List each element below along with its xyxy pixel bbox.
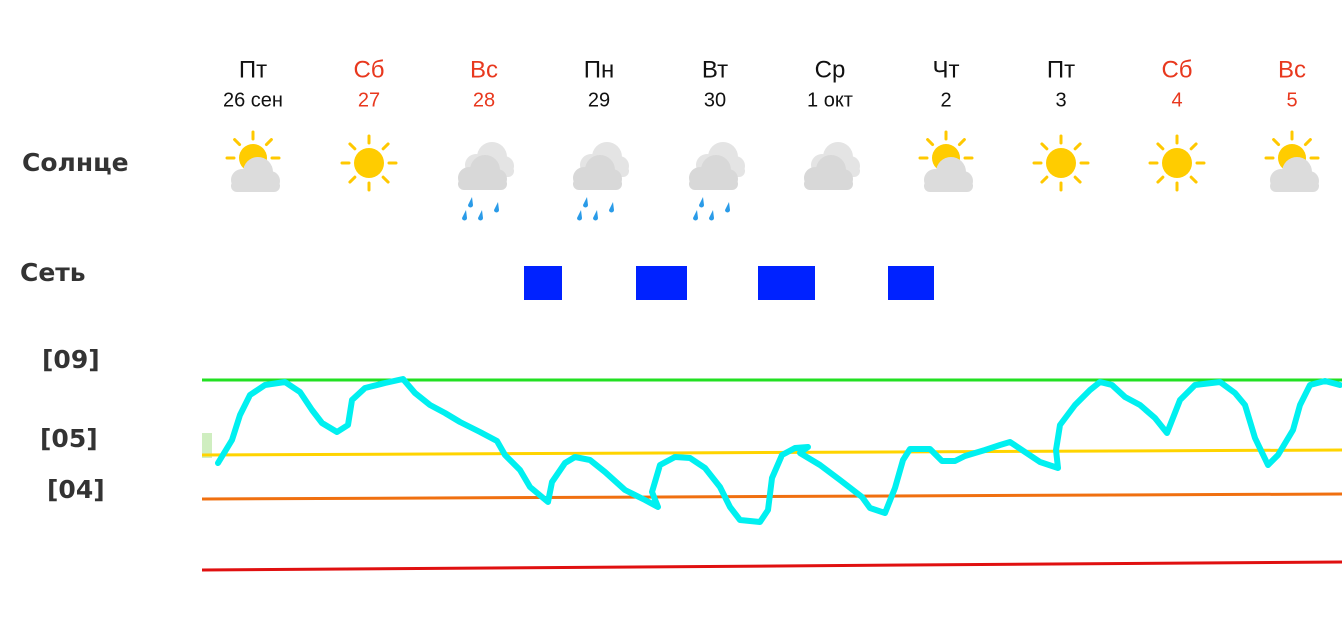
cloud-part bbox=[689, 178, 738, 190]
weather-icon bbox=[1264, 130, 1320, 192]
day: Вт 30 bbox=[689, 56, 745, 221]
weekday: Пт bbox=[1047, 56, 1075, 83]
trace bbox=[215, 376, 1342, 525]
date: 5 bbox=[1286, 89, 1297, 111]
cloud-part bbox=[231, 180, 280, 192]
date: 28 bbox=[473, 89, 495, 111]
cloud-part bbox=[1270, 180, 1319, 192]
row-label: Солнце bbox=[22, 148, 129, 177]
weekday: Сб bbox=[1161, 56, 1192, 83]
rain-drop bbox=[478, 210, 483, 221]
day: Сб 4 bbox=[1148, 56, 1206, 192]
weather-icon bbox=[458, 142, 514, 221]
date: 27 bbox=[358, 89, 380, 111]
sun-ray bbox=[1156, 142, 1165, 151]
block bbox=[524, 266, 562, 300]
cloud-part bbox=[458, 178, 507, 190]
sun-ray bbox=[348, 175, 357, 184]
cloud-part bbox=[573, 178, 622, 190]
rain-drop bbox=[583, 197, 588, 208]
rain-drop bbox=[577, 210, 582, 221]
rain-drop bbox=[699, 197, 704, 208]
date: 4 bbox=[1171, 89, 1182, 111]
sun-ray bbox=[1189, 142, 1198, 151]
row-label: Сеть bbox=[20, 258, 86, 287]
weather-icon bbox=[1148, 134, 1206, 192]
level-line bbox=[201, 560, 1342, 572]
day: Пн 29 bbox=[573, 56, 629, 221]
date: 29 bbox=[588, 89, 610, 111]
date: 1 окт bbox=[807, 89, 853, 111]
date: 30 bbox=[704, 89, 726, 111]
weekday: Вс bbox=[470, 56, 498, 83]
row-label: [04] bbox=[47, 475, 105, 504]
row-label: [09] bbox=[42, 345, 100, 374]
sun bbox=[1046, 148, 1076, 178]
rain-drop bbox=[462, 210, 467, 221]
block bbox=[758, 266, 815, 300]
sun-ray bbox=[1303, 138, 1312, 147]
level-line bbox=[201, 448, 1342, 457]
sun-ray bbox=[1040, 175, 1049, 184]
block bbox=[888, 266, 934, 300]
sun-ray bbox=[348, 142, 357, 151]
weather-icon bbox=[573, 142, 629, 221]
weekday: Вт bbox=[702, 56, 728, 83]
rain-drop bbox=[593, 210, 598, 221]
row-label: [05] bbox=[40, 424, 98, 453]
sun-ray bbox=[381, 175, 390, 184]
weekday: Пт bbox=[239, 56, 267, 83]
cloud-part bbox=[924, 180, 973, 192]
sun-ray bbox=[957, 138, 966, 147]
sun-ray bbox=[1272, 138, 1281, 147]
sun-ray bbox=[1189, 175, 1198, 184]
day: Ср 1 окт bbox=[804, 56, 860, 190]
rain-drop bbox=[693, 210, 698, 221]
weather-icon bbox=[340, 134, 398, 192]
sun bbox=[1162, 148, 1192, 178]
day: Чт 2 bbox=[918, 56, 974, 192]
weekday: Ср bbox=[815, 56, 846, 83]
rain-drop bbox=[468, 197, 473, 208]
rain-drop bbox=[709, 210, 714, 221]
rain-drop bbox=[494, 202, 499, 213]
sun-ray bbox=[264, 138, 273, 147]
weekday: Сб bbox=[353, 56, 384, 83]
date: 26 сен bbox=[223, 89, 283, 111]
day: Сб 27 bbox=[340, 56, 398, 192]
day: Вс 28 bbox=[458, 56, 514, 221]
weather-icon bbox=[804, 142, 860, 190]
weekday: Пн bbox=[584, 56, 615, 83]
network-blocks bbox=[524, 266, 934, 300]
sun bbox=[354, 148, 384, 178]
sun-ray bbox=[1073, 175, 1082, 184]
weather-icon bbox=[689, 142, 745, 221]
weekday: Вс bbox=[1278, 56, 1306, 83]
day: Пт 3 bbox=[1032, 56, 1090, 192]
rain-drop bbox=[725, 202, 730, 213]
cloud-part bbox=[804, 178, 853, 190]
weather-icon bbox=[918, 130, 974, 192]
marker bbox=[202, 433, 212, 458]
sun-ray bbox=[926, 138, 935, 147]
weather-icon bbox=[225, 130, 281, 192]
sun-ray bbox=[233, 138, 242, 147]
weather-icon bbox=[1032, 134, 1090, 192]
rain-drop bbox=[609, 202, 614, 213]
sun-ray bbox=[1040, 142, 1049, 151]
weekday: Чт bbox=[933, 56, 960, 83]
block bbox=[636, 266, 687, 300]
date: 3 bbox=[1055, 89, 1066, 111]
day: Вс 5 bbox=[1264, 56, 1320, 192]
sun-ray bbox=[1073, 142, 1082, 151]
sun-ray bbox=[1156, 175, 1165, 184]
date: 2 bbox=[940, 89, 951, 111]
day: Пт 26 сен bbox=[223, 56, 283, 192]
sun-ray bbox=[381, 142, 390, 151]
